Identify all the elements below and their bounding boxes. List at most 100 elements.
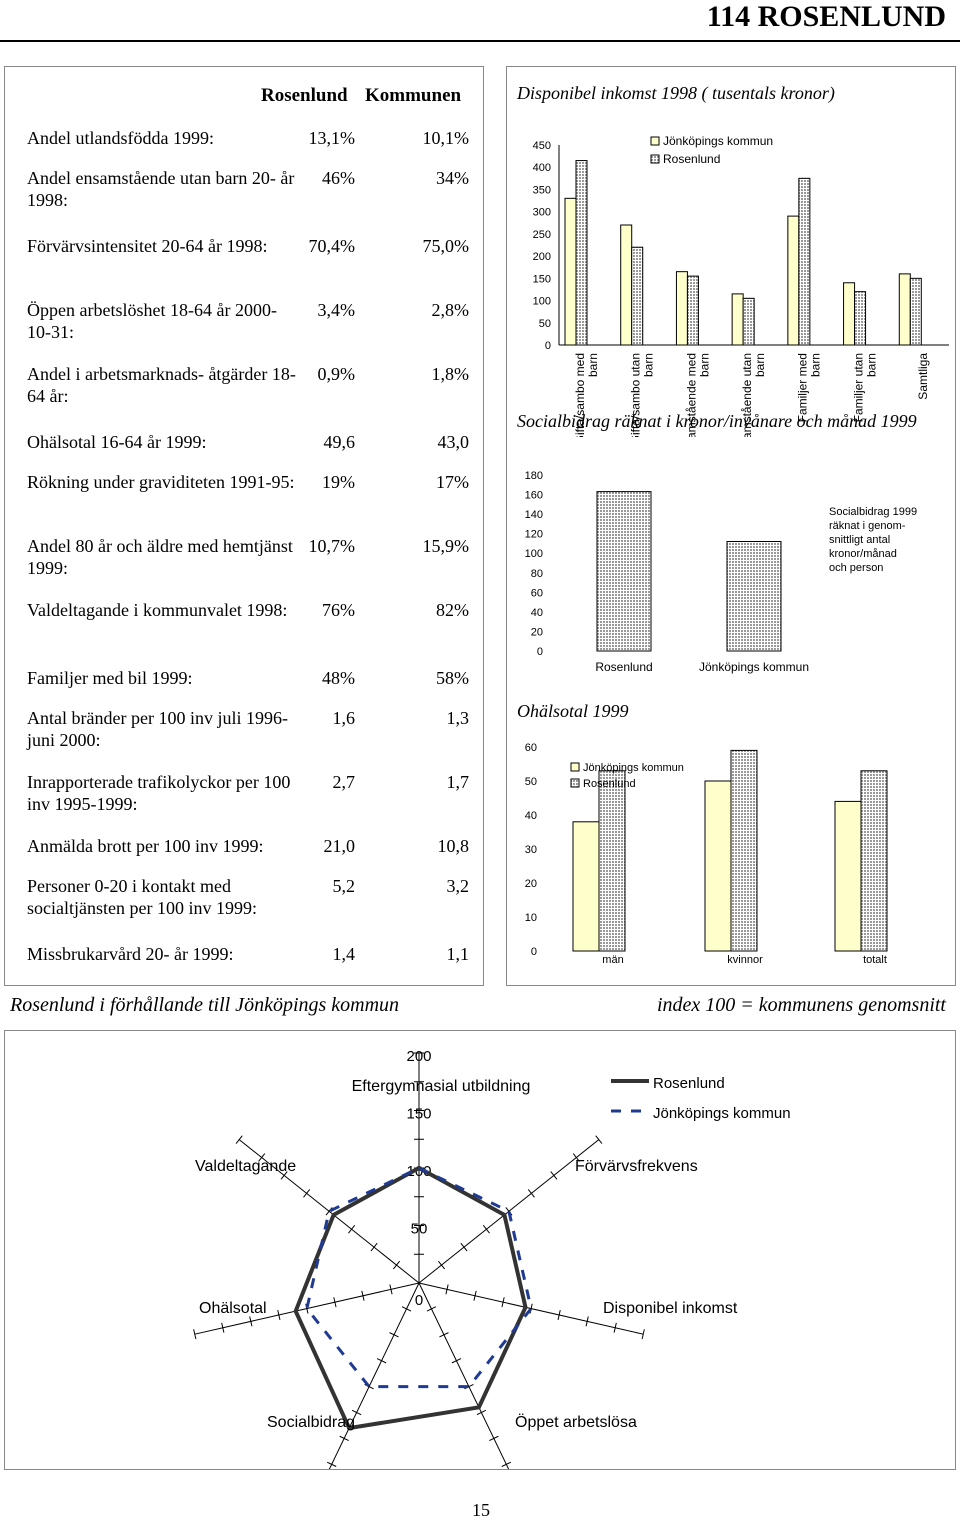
stat-value-kommunen: 1,8% (431, 364, 470, 384)
bar-kommun (731, 293, 744, 346)
stat-value-kommunen: 2,8% (431, 300, 470, 320)
x-tick-label-line: barn (642, 353, 656, 377)
y-tick-label: 0 (531, 946, 537, 958)
legend-label: Jönköpings kommun (653, 1105, 791, 1122)
y-tick-label: 40 (525, 810, 537, 822)
radar-tick (445, 1284, 449, 1295)
stat-value-rosenlund: 19% (322, 472, 355, 492)
radar-tick (439, 1332, 449, 1338)
x-tick-label: Ensamstående utanbarn (740, 353, 767, 437)
x-tick-label-line: Ensamstående med (684, 353, 698, 437)
bar-kommun (675, 271, 688, 346)
radar-tick (550, 1171, 558, 1180)
stat-label: Andel i arbetsmarknads- åtgärder 18-64 å… (27, 364, 296, 406)
x-tick-label: Familjer medbarn (796, 353, 823, 422)
y-tick-label: 160 (525, 490, 543, 502)
stat-value-kommunen: 43,0 (437, 432, 470, 452)
x-tick-label-line: Ensamstående utan (740, 353, 754, 437)
radar-tick-label: 50 (411, 1221, 428, 1238)
legend-label: Rosenlund (663, 152, 720, 166)
radar-chart: 0 50 100 150 200 Eftergymnasial utbildning För… (193, 1048, 791, 1469)
bar-rosenlund (854, 291, 867, 346)
stat-value-rosenlund: 0,9% (317, 364, 356, 384)
stats-col-kommunen: Kommunen (365, 85, 462, 106)
radar-axis-label: Disponibel inkomst (603, 1300, 738, 1317)
y-tick-label: 100 (533, 296, 551, 308)
stat-value-kommunen: 58% (436, 668, 469, 688)
stat-value-rosenlund: 5,2 (332, 876, 356, 896)
radar-tick-label: 150 (406, 1106, 431, 1123)
stat-label: Missbrukarvård 20- år 1999: (27, 944, 234, 964)
legend-label: Rosenlund (653, 1075, 725, 1092)
x-tick-label: Jönköpings kommun (699, 660, 809, 674)
radar-tick (249, 1316, 253, 1327)
income-chart: 0 50 100 150 200 250 300 350 400 450 Gifta/sambo m… (533, 134, 949, 437)
radar-tick (557, 1310, 561, 1320)
y-tick-label: 20 (531, 626, 543, 638)
x-tick-label-line: barn (753, 353, 767, 377)
caption-relation: Rosenlund i förhållande till Jönköpings … (10, 994, 400, 1016)
stat-value-kommunen: 1,3 (446, 708, 470, 728)
radar-tick (326, 1461, 337, 1467)
y-tick-label: 10 (525, 912, 537, 924)
legend-swatch (570, 778, 580, 788)
bar-kommun (834, 800, 862, 952)
x-tick-label-line: Familjer med (796, 353, 810, 422)
stat-value-kommunen: 82% (436, 600, 469, 620)
bar-kommun (572, 821, 600, 952)
radar-axis (418, 1282, 510, 1469)
y-tick-label: 20 (525, 878, 537, 890)
radar-tick (221, 1322, 225, 1333)
radar-tick (401, 1306, 412, 1312)
bar-rosenlund (730, 749, 758, 952)
x-tick-label-line: barn (586, 353, 600, 377)
radar-tick (393, 1260, 401, 1270)
legend-label: Rosenlund (583, 778, 636, 790)
x-tick-label: Samtliga (916, 353, 930, 400)
page-number: 15 (472, 1500, 490, 1520)
health-chart: 0 10 20 30 40 50 60 män kvinnor totalt Jönköpings … (525, 742, 888, 966)
y-tick-label: 100 (525, 548, 543, 560)
stat-value-rosenlund: 1,6 (332, 708, 356, 728)
bar-rosenlund (860, 770, 888, 952)
radar-axis-label: Ohälsotal (199, 1300, 267, 1317)
health-chart-title: Ohälsotal 1999 (517, 701, 629, 721)
y-tick-label: 60 (525, 742, 537, 754)
radar-tick (348, 1225, 356, 1234)
stat-value-rosenlund: 1,4 (332, 944, 356, 964)
income-chart-title: Disponibel inkomst 1998 ( tusentals kron… (517, 83, 835, 103)
stat-value-rosenlund: 2,7 (332, 772, 356, 792)
stats-panel: Rosenlund Kommunen Andel utlandsfödda 19… (4, 66, 484, 986)
stat-label: Andel ensamstående utan barn 20- år 1998… (27, 168, 295, 210)
y-tick-label: 200 (533, 251, 551, 263)
radar-tick (389, 1332, 399, 1338)
x-tick-label: Gifta/sambo utanbarn (629, 353, 656, 437)
radar-tick (476, 1409, 487, 1416)
x-tick-label: män (602, 954, 623, 966)
stat-label: Öppen arbetslöshet 18-64 år 2000-10-31: (27, 300, 277, 342)
x-tick-label-line: Samtliga (916, 353, 930, 400)
radar-axis-label: Förvärvsfrekvens (575, 1158, 698, 1175)
x-tick-label-line: Gifta/sambo utan (629, 353, 643, 437)
x-tick-label: Ensamstående medbarn (684, 353, 711, 437)
stat-value-kommunen: 10,1% (422, 128, 470, 148)
social-chart: 0 20 40 60 80 100 120 140 160 180 Rosenlund Jönköpi… (525, 470, 917, 674)
stat-value-rosenlund: 70,4% (308, 236, 356, 256)
y-tick-label: 140 (525, 509, 543, 521)
radar-tick (361, 1290, 365, 1301)
stat-label: Rökning under graviditeten 1991-95: (27, 472, 295, 492)
radar-tick (501, 1461, 512, 1467)
stat-label: Förvärvsintensitet 20-64 år 1998: (27, 236, 268, 256)
x-tick-label-line: Familjer utan (851, 353, 865, 422)
radar-tick (333, 1297, 337, 1308)
y-tick-label: 60 (531, 587, 543, 599)
stat-value-kommunen: 10,8 (437, 836, 470, 856)
stat-label: Personer 0-20 i kontakt med socialtjänst… (27, 876, 257, 918)
bar-rosenlund (631, 246, 644, 346)
radar-tick (460, 1242, 468, 1252)
radar-tick (482, 1225, 490, 1234)
radar-tick (613, 1322, 617, 1333)
caption-index: index 100 = kommunens genomsnitt (656, 994, 946, 1016)
radar-tick (489, 1435, 499, 1442)
stat-value-kommunen: 15,9% (422, 536, 470, 556)
